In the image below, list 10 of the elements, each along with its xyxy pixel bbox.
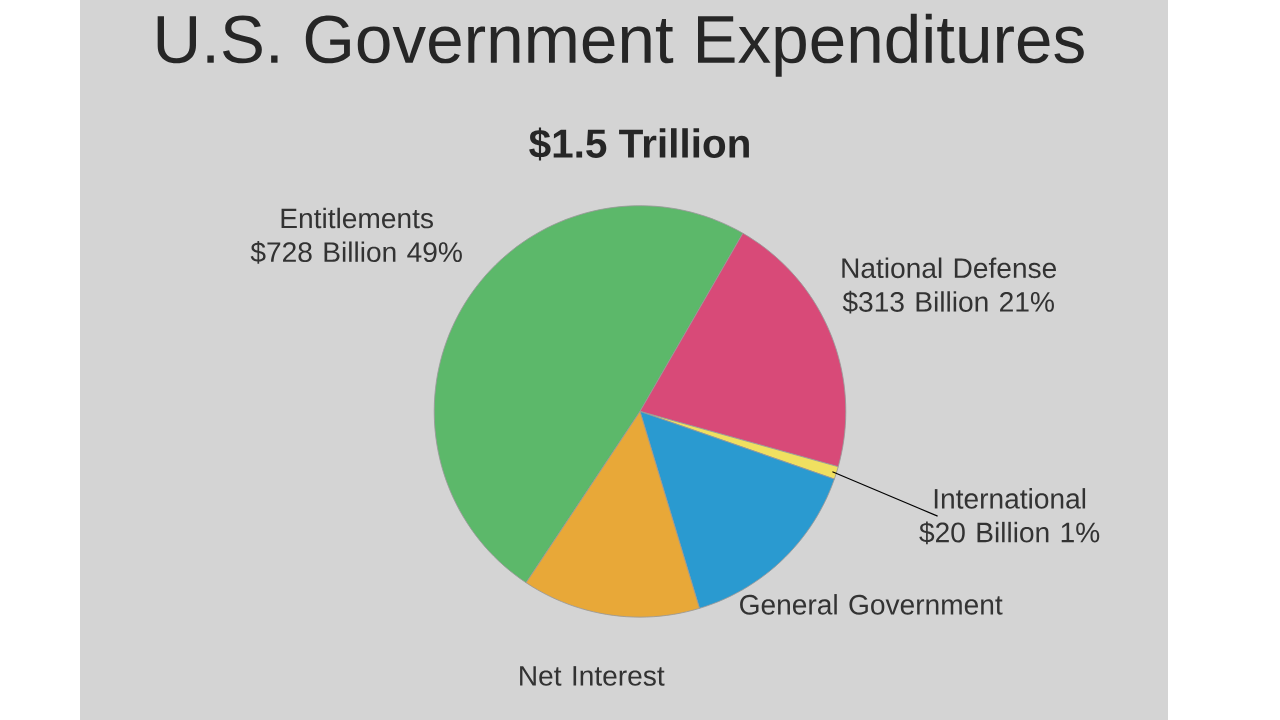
slice-label: Net Interest — [520, 666, 665, 686]
chart-title: U.S. Government Expenditures — [157, 13, 1084, 77]
chart-subtitle: $1.5 Trillion — [529, 127, 749, 161]
data-label: $728 Billion 49% — [250, 241, 462, 264]
slice-label: Entitlements — [281, 207, 433, 229]
data-label: $20 Billion 1% — [919, 521, 1100, 545]
slice-label: International — [934, 488, 1086, 509]
slice-label: National Defense — [842, 257, 1057, 279]
slice-label: General Government — [740, 594, 1003, 615]
data-label: $313 Billion 21% — [842, 290, 1054, 314]
